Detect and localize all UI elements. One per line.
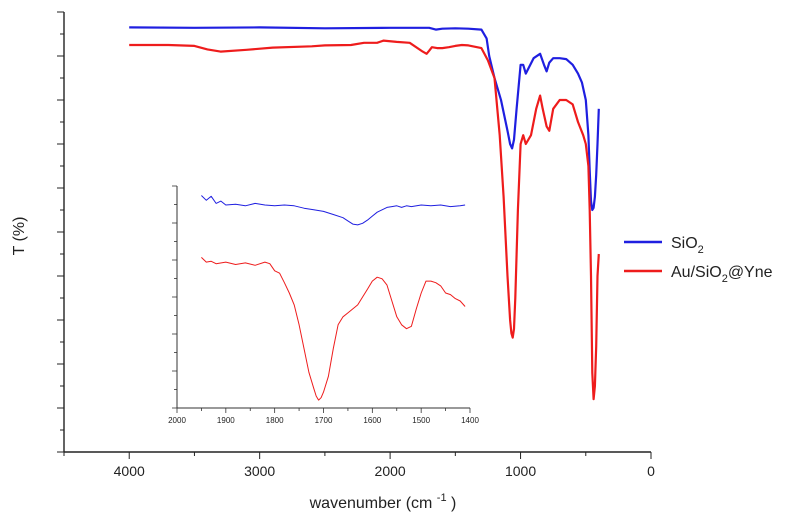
inset-x-tick-label: 2000 (168, 416, 186, 425)
series-line-sio2 (129, 26, 600, 212)
main-plot-area (129, 26, 600, 401)
series-line-au-sio2-yne (129, 39, 600, 401)
x-axis-label-unit: (cm (406, 495, 433, 512)
legend: SiO2 Au/SiO2@Yne (624, 235, 773, 285)
inset-x-tick-label: 1900 (217, 416, 235, 425)
x-tick-label: 2000 (375, 463, 406, 479)
main-axes: 4000 3000 2000 1000 0 (57, 11, 655, 479)
x-tick-label: 3000 (244, 463, 275, 479)
inset-series-line-au-sio2-yne (201, 257, 466, 401)
inset-plot-area (201, 195, 466, 401)
x-tick-label: 0 (647, 463, 655, 479)
inset-x-tick-label: 1700 (315, 416, 333, 425)
x-tick-label: 1000 (505, 463, 536, 479)
inset-x-tick-label: 1400 (461, 416, 479, 425)
legend-label-sio2: SiO2 (671, 235, 704, 256)
inset-axes: 2000 1900 1800 1700 1600 1500 1400 (168, 185, 479, 425)
x-tick-label: 4000 (114, 463, 145, 479)
inset-x-tick-label: 1600 (363, 416, 381, 425)
inset-series-line-sio2 (201, 195, 466, 226)
legend-label-au-sio2-yne: Au/SiO2@Yne (671, 264, 773, 285)
x-axis-label-close: ) (451, 495, 456, 512)
x-axis-label-text: wavenumber (309, 495, 402, 512)
x-axis-label-exponent: -1 (437, 492, 447, 504)
inset-x-tick-label: 1500 (412, 416, 430, 425)
y-axis-label: T (%) (11, 217, 28, 256)
inset-x-tick-label: 1800 (266, 416, 284, 425)
x-axis-label: wavenumber (cm -1 ) (309, 488, 457, 512)
